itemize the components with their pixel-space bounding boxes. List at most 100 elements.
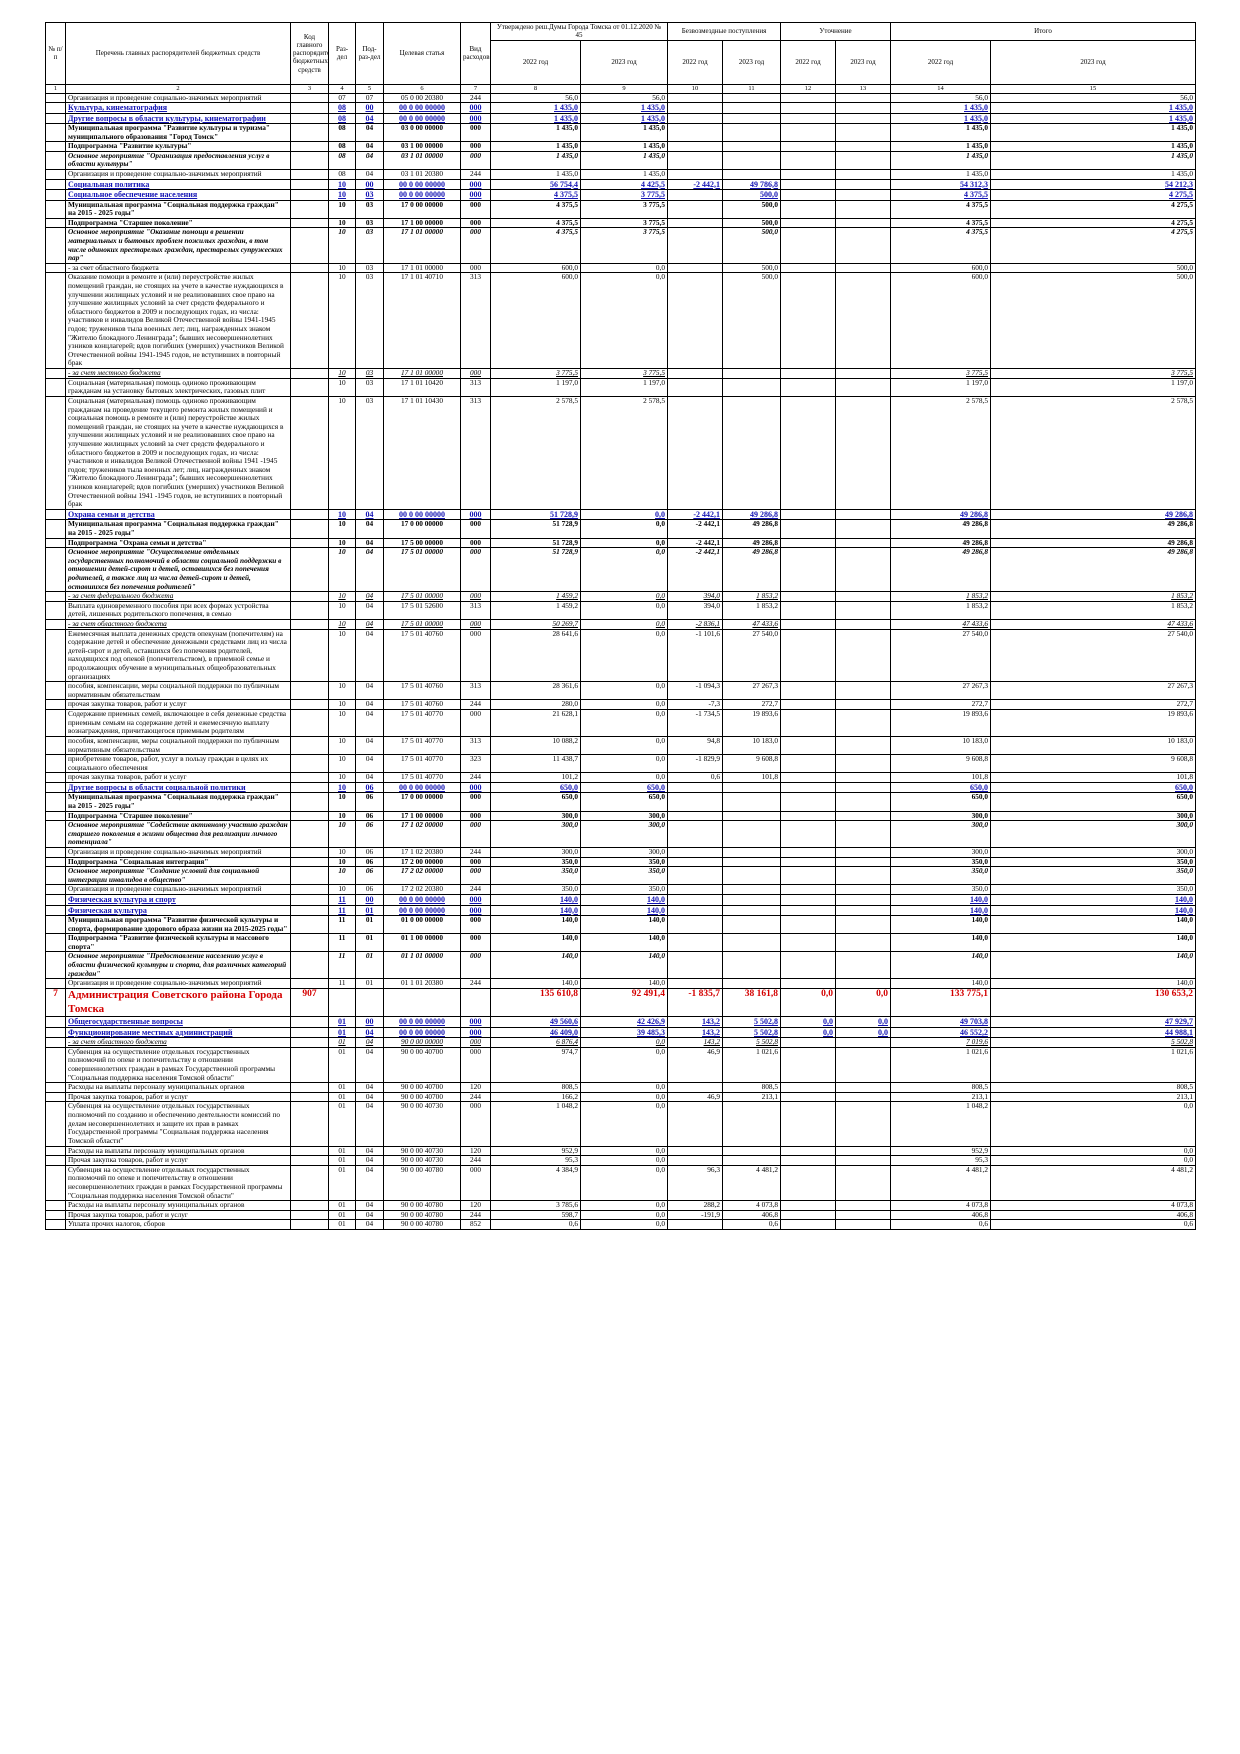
table-row: Функционирование местных администраций 01… bbox=[45, 1026, 1196, 1039]
table-cell: 000 bbox=[460, 1016, 491, 1028]
table-cell: 1 435,0 bbox=[580, 102, 668, 114]
table-cell: 500,0 bbox=[722, 189, 781, 201]
table-cell: 406,8 bbox=[890, 1209, 991, 1221]
table-cell: 51 728,9 bbox=[490, 508, 581, 521]
table-cell: 27 267,3 bbox=[722, 681, 781, 701]
table-cell: 974,7 bbox=[490, 1046, 581, 1084]
table-cell: 10 bbox=[328, 199, 356, 219]
table-cell: 17 1 01 10420 bbox=[383, 377, 461, 397]
table-cell: Расходы на выплаты персоналу муниципальн… bbox=[65, 1200, 291, 1211]
table-cell: 0,0 bbox=[835, 1026, 891, 1039]
table-cell bbox=[290, 820, 329, 849]
table-cell: Ежемесячная выплата денежных средств опе… bbox=[65, 628, 291, 683]
table-cell bbox=[722, 169, 781, 180]
table-cell bbox=[45, 619, 66, 630]
table-cell: 1 435,0 bbox=[490, 102, 581, 114]
table-cell: 808,5 bbox=[490, 1082, 581, 1093]
table-cell: 0,0 bbox=[580, 272, 668, 370]
table-cell bbox=[722, 1155, 781, 1166]
table-cell bbox=[780, 189, 836, 201]
table-cell: 650,0 bbox=[580, 792, 668, 812]
table-cell: 140,0 bbox=[490, 951, 581, 980]
table-cell bbox=[290, 395, 329, 510]
table-cell bbox=[667, 395, 723, 510]
table-cell: 01 0 00 00000 bbox=[383, 914, 461, 935]
table-cell: 120 bbox=[460, 1145, 491, 1157]
table-cell: 3 775,5 bbox=[580, 199, 668, 219]
table-cell bbox=[290, 199, 329, 219]
table-cell: 3 785,6 bbox=[490, 1200, 581, 1211]
table-cell bbox=[290, 735, 329, 756]
table-cell bbox=[290, 847, 329, 858]
table-cell: 03 bbox=[355, 368, 384, 379]
table-cell bbox=[835, 754, 891, 774]
table-cell: 300,0 bbox=[990, 847, 1196, 858]
table-cell: -1 101,6 bbox=[667, 628, 723, 683]
table-cell: 9 608,8 bbox=[722, 754, 781, 774]
year-header: 2022 год bbox=[780, 39, 836, 85]
table-cell: 0,0 bbox=[580, 709, 668, 737]
table-cell bbox=[835, 508, 891, 521]
table-cell: 000 bbox=[460, 914, 491, 935]
table-cell: приобретение товаров, работ, услуг в пол… bbox=[65, 754, 291, 774]
table-cell bbox=[835, 884, 891, 896]
table-cell: 10 bbox=[328, 272, 356, 370]
table-cell bbox=[290, 591, 329, 602]
table-cell: 4 073,8 bbox=[722, 1200, 781, 1211]
table-cell bbox=[290, 884, 329, 896]
table-cell bbox=[45, 1091, 66, 1103]
table-cell: 10 bbox=[328, 699, 356, 711]
table-cell: 000 bbox=[460, 628, 491, 683]
header-cell: Раз-дел bbox=[328, 22, 356, 85]
table-row: Общегосударственные вопросы 01 00 00 0 00 0… bbox=[45, 1016, 1196, 1028]
table-cell: 01 1 00 00000 bbox=[383, 933, 461, 953]
table-row: Культура, кинематография 08 00 00 0 00 0000… bbox=[45, 102, 1196, 114]
table-cell bbox=[780, 792, 836, 812]
table-cell: 04 bbox=[355, 537, 384, 549]
table-cell bbox=[780, 847, 836, 858]
table-cell: 03 1 00 00000 bbox=[383, 141, 461, 152]
table-cell: 350,0 bbox=[580, 866, 668, 886]
table-cell: 5 502,8 bbox=[722, 1037, 781, 1048]
table-cell bbox=[835, 122, 891, 143]
table-cell: 00 bbox=[355, 178, 384, 191]
table-cell: Подпрограмма "Старшее поколение" bbox=[65, 810, 291, 822]
table-cell bbox=[290, 508, 329, 521]
table-cell: 94,8 bbox=[667, 735, 723, 756]
table-cell: Культура, кинематография bbox=[65, 102, 291, 114]
table-cell bbox=[780, 150, 836, 171]
table-cell: 1 853,2 bbox=[990, 591, 1196, 602]
table-cell bbox=[667, 102, 723, 114]
table-cell: 6 876,4 bbox=[490, 1037, 581, 1048]
table-cell bbox=[45, 772, 66, 783]
table-cell: 06 bbox=[355, 856, 384, 868]
table-row: Основное мероприятие "Предоставление нас… bbox=[45, 951, 1196, 980]
table-cell: 000 bbox=[460, 619, 491, 630]
table-cell bbox=[290, 600, 329, 620]
table-cell: 04 bbox=[355, 1082, 384, 1093]
table-cell: 11 bbox=[328, 933, 356, 953]
table-cell: 4 375,5 bbox=[490, 189, 581, 201]
table-cell: 7 019,6 bbox=[890, 1037, 991, 1048]
table-cell bbox=[290, 1016, 329, 1028]
table-cell: 300,0 bbox=[890, 820, 991, 849]
table-cell: 000 bbox=[460, 951, 491, 980]
table-cell: 1 435,0 bbox=[580, 122, 668, 143]
table-cell: - за счет местного бюджета bbox=[65, 368, 291, 379]
table-cell: 04 bbox=[355, 600, 384, 620]
table-cell bbox=[667, 951, 723, 980]
table-cell: 4 481,2 bbox=[890, 1164, 991, 1202]
table-cell: 4 275,5 bbox=[990, 227, 1196, 264]
table-cell: 08 bbox=[328, 169, 356, 180]
table-cell bbox=[722, 1145, 781, 1157]
table-cell: 17 5 01 40760 bbox=[383, 699, 461, 711]
table-cell: 0,6 bbox=[890, 1219, 991, 1230]
table-row: Социальная (материальная) помощь одиноко… bbox=[45, 395, 1196, 510]
table-cell: 04 bbox=[355, 1101, 384, 1147]
table-cell: 140,0 bbox=[990, 914, 1196, 935]
header-cell: № п/п bbox=[45, 22, 66, 85]
table-cell: 1 435,0 bbox=[490, 141, 581, 152]
table-cell: 56,0 bbox=[990, 92, 1196, 104]
table-cell: 04 bbox=[355, 169, 384, 180]
table-cell: 06 bbox=[355, 781, 384, 794]
